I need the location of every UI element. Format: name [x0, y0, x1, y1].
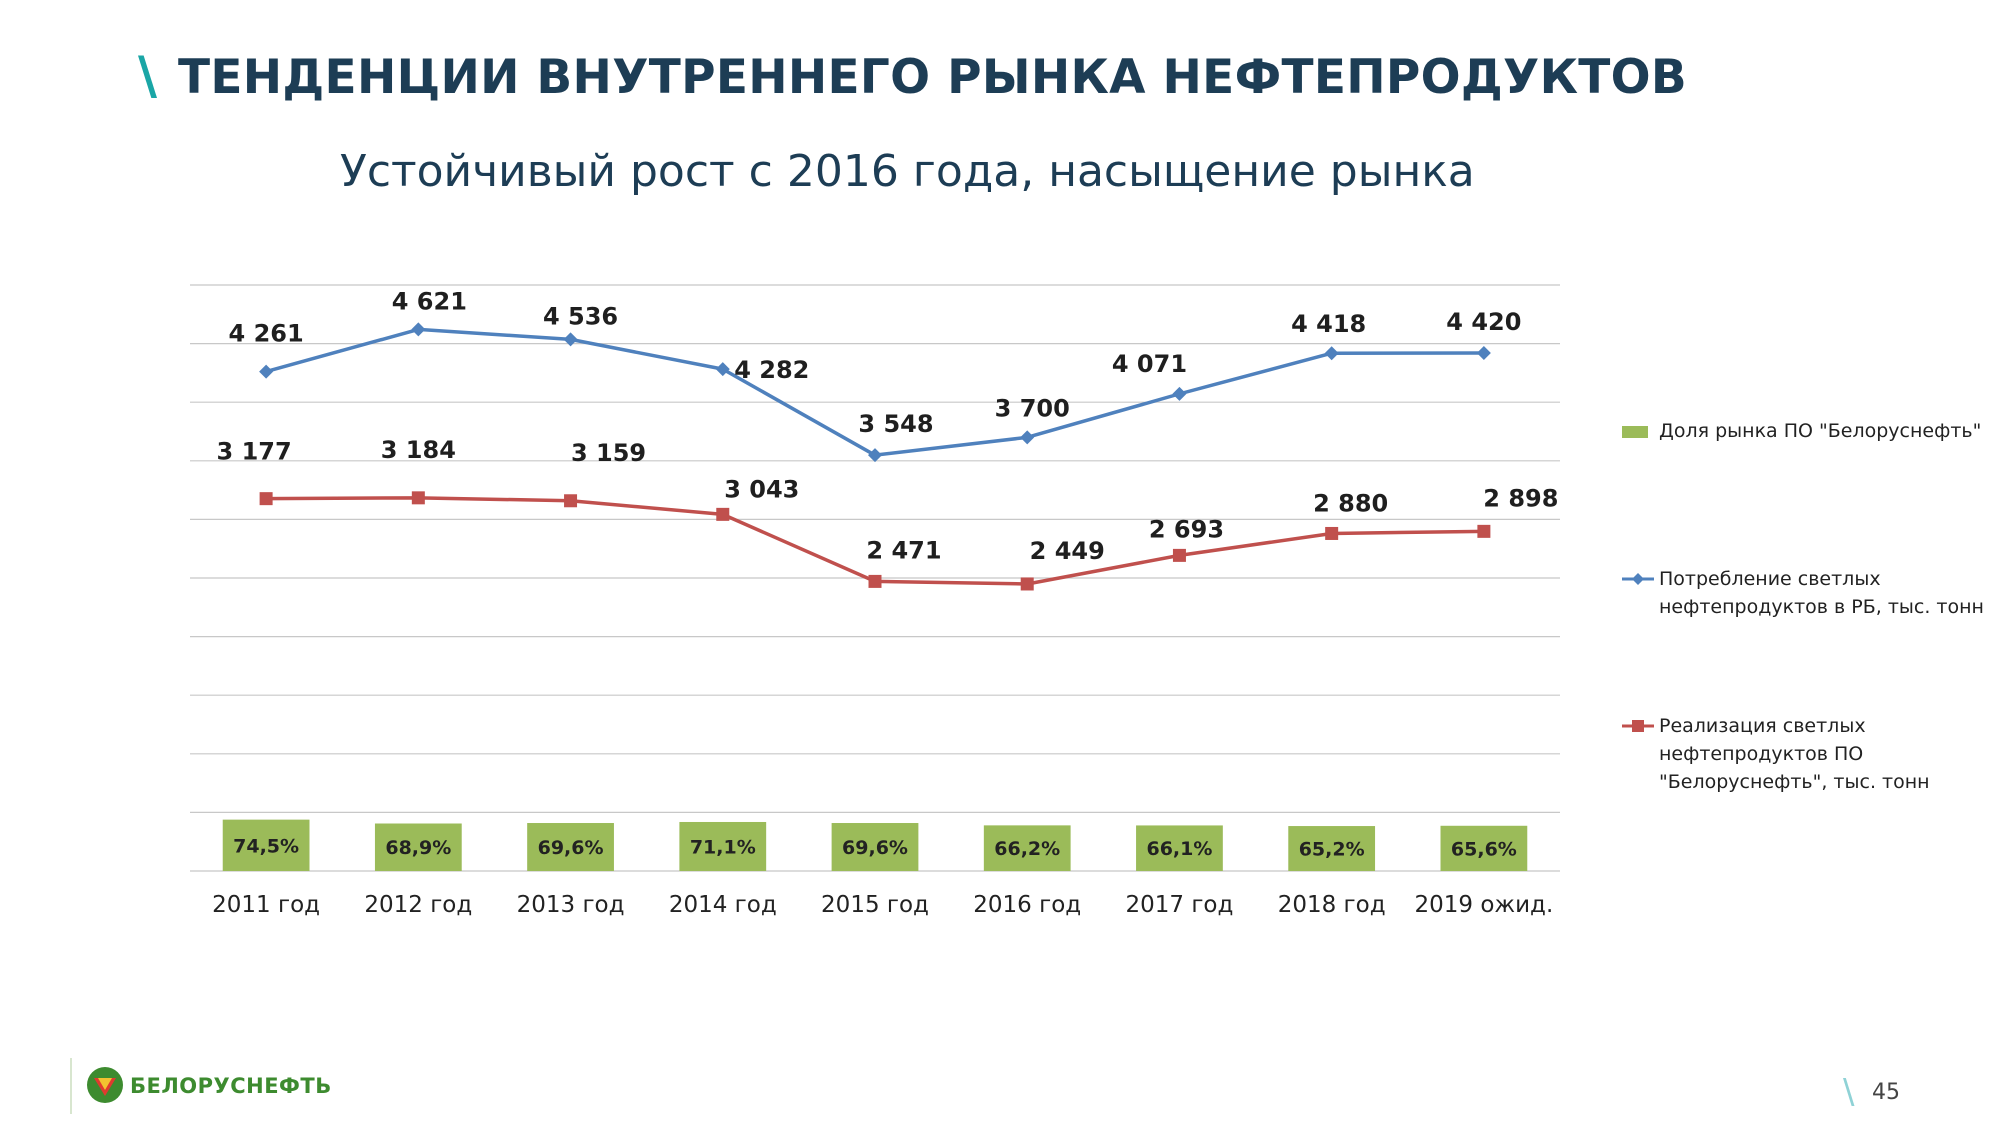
page-number-slash: \ [1843, 1072, 1855, 1112]
bar-data-label: 69,6% [538, 837, 604, 859]
diamond-marker [563, 332, 578, 347]
page-number: 45 [1872, 1080, 1900, 1105]
legend-label: Доля рынка ПО "Белоруснефть" [1659, 420, 1982, 442]
line-data-label: 3 548 [858, 410, 933, 438]
x-tick-label: 2011 год [212, 892, 320, 918]
line-data-label: 3 184 [381, 436, 456, 464]
logo-emblem-icon [87, 1067, 123, 1103]
x-tick-label: 2012 год [364, 892, 472, 918]
line-data-label: 3 043 [724, 475, 799, 503]
bar-data-label: 71,1% [690, 836, 756, 858]
line-data-label: 4 418 [1291, 310, 1366, 338]
x-tick-label: 2014 год [669, 892, 777, 918]
line-series [259, 322, 1491, 591]
line-data-label: 3 159 [571, 439, 646, 467]
legend-line-diamond-swatch [1622, 573, 1654, 585]
x-tick-label: 2015 год [821, 892, 929, 918]
diamond-marker [1020, 430, 1035, 445]
page-title: ТЕНДЕНЦИИ ВНУТРЕННЕГО РЫНКА НЕФТЕПРОДУКТ… [178, 50, 1688, 105]
bar-data-label: 65,2% [1299, 839, 1365, 861]
diamond-marker [1172, 386, 1187, 401]
title-accent-slash: \ [138, 46, 157, 106]
bar [1288, 826, 1376, 871]
bar [983, 825, 1071, 871]
line-data-label: 4 282 [734, 356, 809, 384]
diamond-marker [1324, 346, 1339, 361]
logo-text: БЕЛОРУСНЕФТЬ [130, 1074, 332, 1098]
legend-bar-swatch [1622, 426, 1648, 438]
bar [1440, 825, 1528, 871]
line-data-label: 4 621 [392, 287, 467, 315]
bar-data-label: 65,6% [1451, 838, 1517, 860]
x-axis-ticks: 2011 год 2012 год 2013 год 2014 год 2015 год… [212, 892, 1553, 918]
bar [527, 823, 614, 871]
line-data-label: 2 471 [866, 536, 941, 564]
diamond-marker [411, 322, 426, 337]
x-tick-label: 2017 год [1125, 892, 1233, 918]
chart-subtitle: Устойчивый рост с 2016 года, насыщение р… [340, 146, 1475, 197]
x-tick-label: 2016 год [973, 892, 1081, 918]
bar [222, 819, 310, 871]
line-data-label: 2 898 [1483, 484, 1558, 512]
bar-series [222, 819, 1528, 871]
legend-label: Реализация светлых нефтепродуктов ПО "Бе… [1659, 715, 1930, 793]
bar-data-label: 68,9% [385, 837, 451, 859]
line-data-label: 4 420 [1446, 308, 1521, 336]
line-data-label: 2 693 [1149, 515, 1224, 543]
square-marker [411, 491, 425, 505]
x-tick-label: 2013 год [517, 892, 625, 918]
line-data-label: 2 880 [1313, 489, 1388, 517]
line-data-label: 2 449 [1030, 537, 1105, 565]
square-marker [564, 494, 578, 508]
square-marker [259, 492, 273, 506]
bar [679, 821, 767, 871]
x-tick-label: 2019 ожид. [1414, 892, 1553, 918]
line-data-label: 4 071 [1112, 350, 1187, 378]
line-data-label: 4 261 [229, 320, 304, 348]
data-labels: 74,5% 68,9% 69,6% 71,1% 69,6% 66,2% 66,1% 65,2%… [217, 287, 1559, 860]
line-data-label: 3 177 [217, 438, 292, 466]
square-marker [1325, 526, 1339, 540]
diamond-marker [715, 362, 730, 377]
line-data-label: 4 536 [543, 302, 618, 330]
bar-data-label: 74,5% [233, 835, 299, 857]
square-marker [1020, 577, 1034, 591]
bar-data-label: 66,2% [994, 838, 1060, 860]
legend-line-square-swatch [1622, 720, 1654, 732]
diamond-marker [868, 448, 882, 463]
square-marker [1172, 548, 1186, 562]
line-data-label: 3 700 [995, 394, 1070, 422]
square-marker [1477, 524, 1491, 538]
x-tick-label: 2018 год [1278, 892, 1386, 918]
square-marker [716, 507, 730, 521]
company-logo: БЕЛОРУСНЕФТЬ [70, 1058, 331, 1114]
diamond-marker [1476, 345, 1491, 360]
bar [831, 823, 919, 871]
bar-data-label: 66,1% [1146, 838, 1212, 860]
bar [1136, 825, 1223, 871]
diamond-marker [259, 364, 274, 379]
legend-label: Потребление светлых нефтепродуктов в РБ,… [1659, 568, 1984, 618]
bar [374, 823, 462, 871]
bar-data-label: 69,6% [842, 837, 908, 859]
square-marker [868, 574, 882, 588]
